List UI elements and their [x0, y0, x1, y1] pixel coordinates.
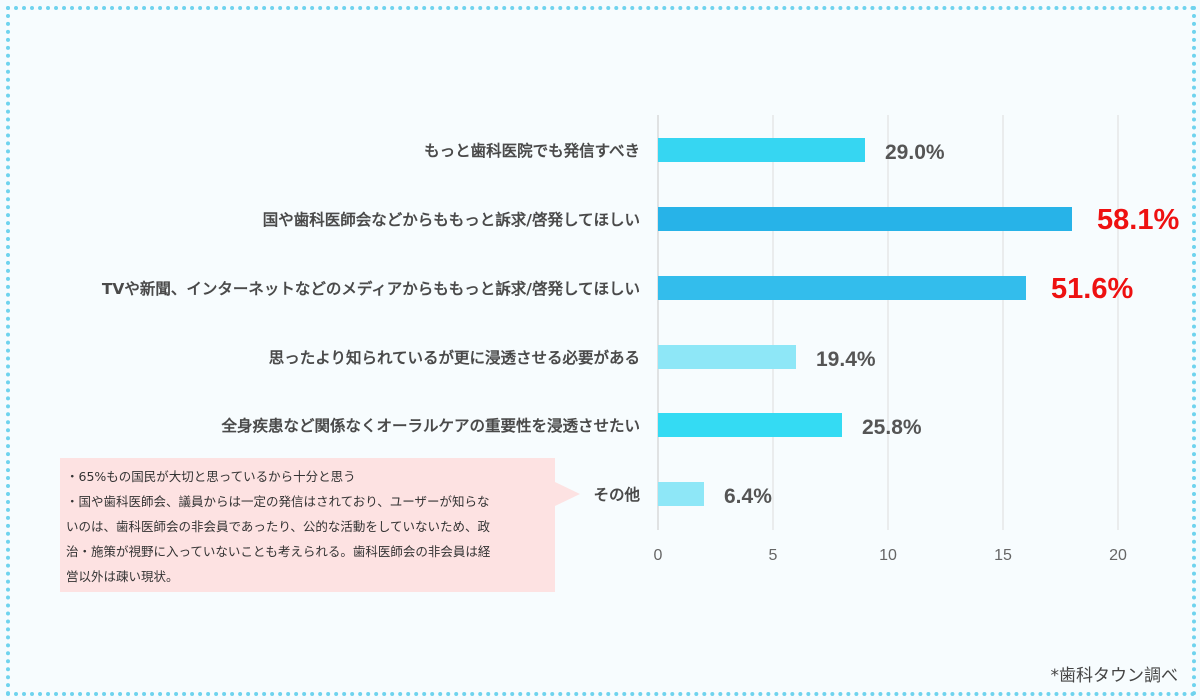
category-label: もっと歯科医院でも発信すべき	[424, 141, 640, 160]
bar	[658, 138, 865, 162]
comment-line: 治・施策が視野に入っていないことも考えられる。歯科医師会の非会員は経	[66, 544, 491, 559]
comment-box: ・65%もの国民が大切と思っているから十分と思う ・国や歯科医師会、議員からは一…	[60, 458, 555, 592]
bar	[658, 482, 704, 506]
value-label: 25.8%	[862, 416, 922, 439]
comment-pointer	[555, 482, 580, 506]
category-label: その他	[593, 485, 640, 504]
comment-line: ・65%もの国民が大切と思っているから十分と思う	[66, 469, 356, 484]
value-label: 6.4%	[724, 485, 772, 508]
bar	[658, 276, 1026, 300]
value-label: 29.0%	[885, 141, 945, 164]
source-credit: *歯科タウン調べ	[1050, 666, 1179, 686]
x-tick-label: 15	[994, 547, 1012, 564]
value-label: 19.4%	[816, 348, 876, 371]
value-label: 51.6%	[1051, 273, 1133, 305]
comment-line: ・国や歯科医師会、議員からは一定の発信はされており、ユーザーが知らな	[66, 494, 490, 509]
x-tick-label: 10	[879, 547, 897, 564]
comment-line: 営以外は疎い現状。	[66, 569, 179, 584]
bar	[658, 207, 1072, 231]
value-label: 58.1%	[1097, 204, 1179, 236]
category-label: TVや新聞、インターネットなどのメディアからももっと訴求/啓発してほしい	[102, 279, 640, 298]
comment-line: いのは、歯科医師会の非会員であったり、公的な活動をしていないため、政	[66, 519, 491, 534]
category-label: 思ったより知られているが更に浸透させる必要がある	[269, 348, 640, 367]
bar	[658, 345, 796, 369]
x-tick-label: 0	[654, 547, 663, 564]
x-tick-label: 20	[1109, 547, 1127, 564]
x-tick-label: 5	[769, 547, 778, 564]
category-label: 国や歯科医師会などからももっと訴求/啓発してほしい	[263, 210, 640, 229]
category-label: 全身疾患など関係なくオーラルケアの重要性を浸透させたい	[220, 416, 640, 435]
bar	[658, 413, 842, 437]
